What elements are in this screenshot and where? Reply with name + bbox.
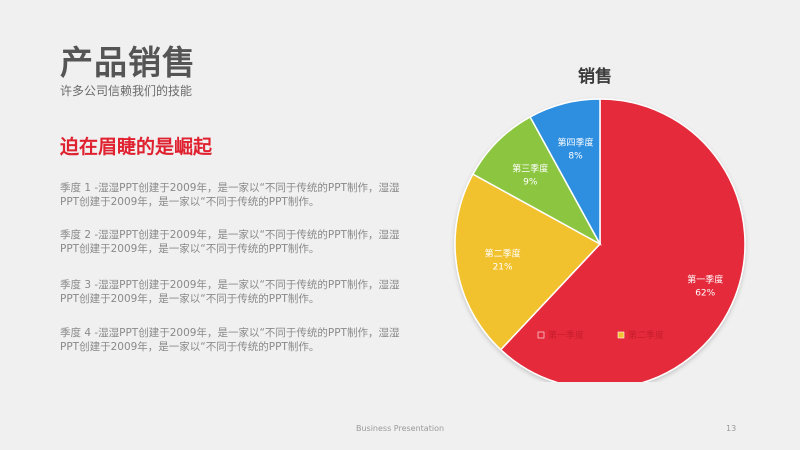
legend-label: 第二季度 — [628, 329, 664, 341]
pie-slice-3 — [471, 115, 602, 246]
slide-title: 产品销售 — [60, 43, 196, 82]
slice-category-label: 第三季度 — [512, 162, 548, 174]
pie-slice-4 — [529, 98, 601, 245]
slice-category-label: 第四季度 — [557, 137, 593, 149]
slice-value-label: 8% — [568, 152, 583, 162]
headline: 迫在眉睫的是崛起 — [60, 136, 213, 158]
quarter-3-paragraph: 季度 3 -湿湿PPT创建于2009年，是一家以“不同于传统的PPT制作，湿湿P… — [60, 279, 400, 305]
slide-subtitle: 许多公司信赖我们的技能 — [60, 84, 193, 98]
legend-swatch — [617, 331, 625, 339]
slice-value-label: 21% — [493, 262, 513, 272]
slice-category-label: 第二季度 — [485, 247, 521, 259]
pie-slice-2 — [454, 173, 602, 351]
legend-swatch — [537, 331, 545, 339]
slice-value-label: 62% — [695, 289, 715, 299]
slice-value-label: 9% — [523, 177, 538, 187]
pie-slice-1 — [499, 98, 746, 382]
quarter-4-paragraph: 季度 4 -湿湿PPT创建于2009年，是一家以“不同于传统的PPT制作，湿湿P… — [60, 327, 400, 353]
chart-title: 销售 — [578, 66, 612, 87]
quarter-2-paragraph: 季度 2 -湿湿PPT创建于2009年，是一家以“不同于传统的PPT制作，湿湿P… — [60, 229, 400, 255]
footer-text: Business Presentation — [355, 424, 445, 433]
quarter-1-paragraph: 季度 1 -湿湿PPT创建于2009年，是一家以“不同于传统的PPT制作，湿湿P… — [60, 182, 400, 208]
legend-label: 第一季度 — [548, 329, 584, 341]
slice-category-label: 第一季度 — [687, 274, 723, 286]
page-number: 13 — [726, 424, 737, 433]
